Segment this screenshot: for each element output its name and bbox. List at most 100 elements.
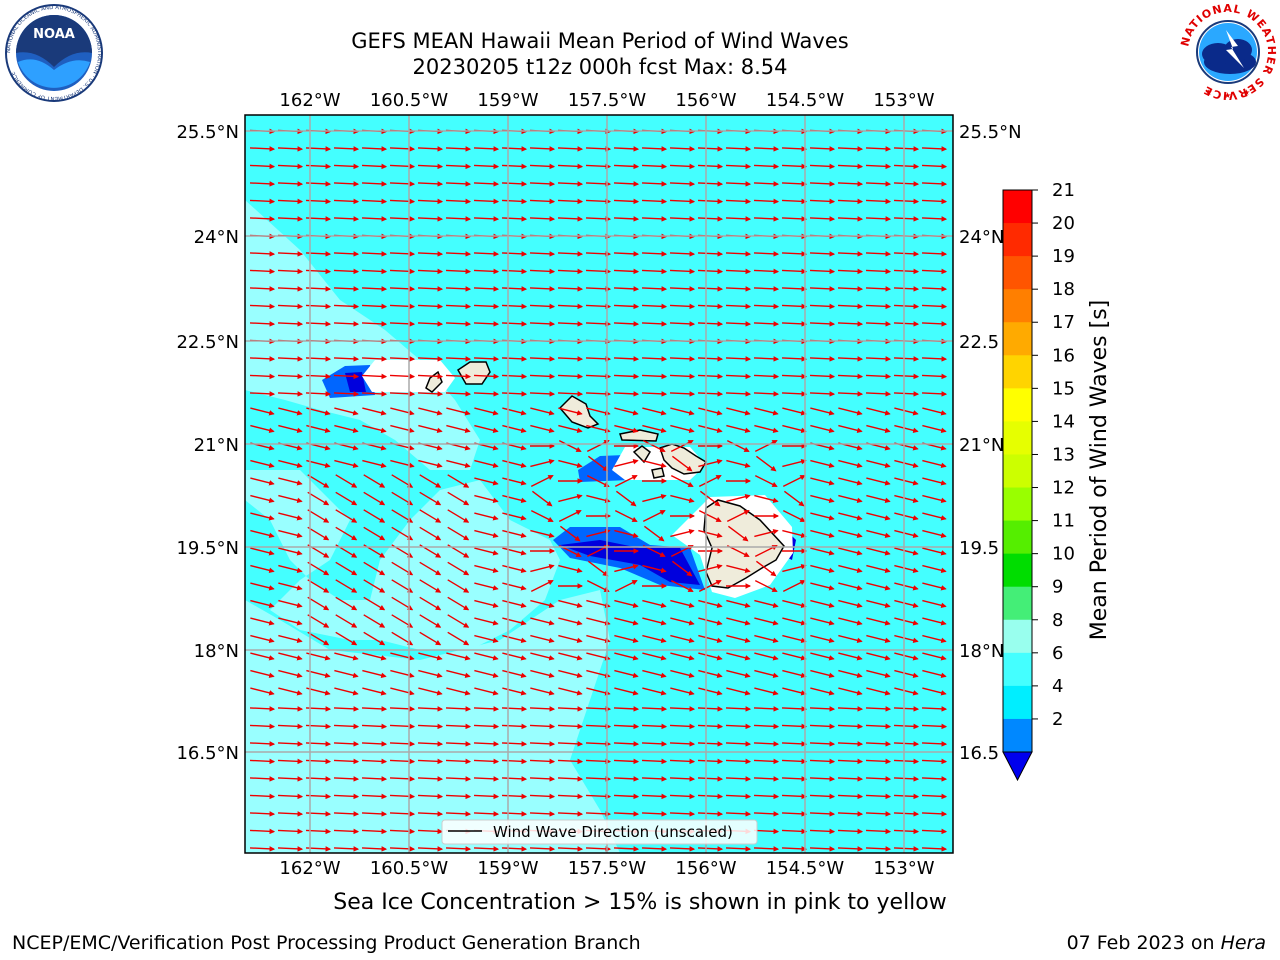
wind-wave-arrow — [529, 793, 556, 800]
colorbar-segment — [1003, 520, 1032, 555]
wind-wave-arrow — [865, 828, 892, 835]
wind-wave-arrow — [446, 407, 471, 416]
wind-wave-arrow — [669, 391, 696, 397]
wind-wave-arrow — [755, 455, 777, 472]
wind-wave-arrow — [615, 490, 637, 507]
wind-wave-arrow — [333, 163, 360, 170]
wind-wave-arrow — [641, 776, 668, 782]
wind-wave-arrow — [250, 424, 275, 434]
wind-wave-arrow — [697, 251, 724, 257]
wind-wave-arrow — [389, 706, 416, 712]
wind-wave-arrow — [893, 303, 920, 310]
wind-wave-arrow — [781, 181, 808, 187]
wind-wave-arrow — [361, 198, 388, 205]
wind-wave-arrow — [586, 669, 611, 679]
wind-wave-arrow — [754, 440, 778, 452]
wind-wave-arrow — [753, 198, 780, 205]
wind-wave-arrow — [474, 424, 499, 434]
wind-wave-arrow — [557, 776, 584, 782]
wind-wave-arrow — [417, 723, 444, 730]
wind-wave-arrow — [921, 268, 948, 275]
wind-wave-arrow — [361, 321, 388, 327]
wind-wave-arrow — [613, 181, 640, 187]
wind-wave-arrow — [335, 614, 358, 628]
wind-wave-arrow — [361, 706, 388, 712]
wind-wave-arrow — [390, 424, 415, 434]
wind-wave-arrow — [641, 163, 668, 170]
wind-wave-arrow — [782, 407, 807, 416]
wind-wave-arrow — [417, 828, 444, 835]
wind-wave-arrow — [585, 251, 612, 257]
wind-wave-arrow — [669, 741, 696, 747]
wind-wave-arrow — [278, 669, 303, 679]
wind-wave-arrow — [445, 811, 472, 817]
wind-wave-arrow — [361, 286, 388, 292]
wind-wave-arrow — [753, 758, 780, 765]
wind-wave-arrow — [390, 652, 415, 661]
wind-wave-arrow — [837, 181, 864, 187]
wind-wave-arrow — [669, 286, 696, 292]
wind-wave-arrow — [250, 652, 275, 661]
wind-wave-arrow — [613, 356, 640, 362]
wind-wave-arrow — [921, 776, 948, 782]
wind-wave-arrow — [754, 599, 779, 609]
wind-wave-arrow — [418, 424, 443, 434]
bottom-lon-label: 157.5°W — [568, 858, 647, 879]
wind-wave-arrow — [921, 198, 948, 205]
wind-wave-arrow — [893, 741, 920, 747]
wind-wave-arrow — [530, 599, 555, 609]
wind-wave-arrow — [866, 529, 891, 539]
wind-wave-arrow — [781, 391, 808, 397]
wind-wave-arrow — [277, 321, 304, 327]
wind-wave-arrow — [781, 776, 808, 782]
wind-wave-arrow — [501, 706, 528, 712]
wind-wave-arrow — [334, 459, 359, 469]
colorbar-tick-label: 9 — [1052, 577, 1063, 598]
wind-wave-arrow — [669, 356, 696, 362]
wind-wave-arrow — [726, 424, 751, 434]
wind-wave-arrow — [585, 741, 612, 747]
wind-wave-arrow — [866, 512, 891, 521]
wind-wave-arrow — [418, 652, 443, 661]
wind-wave-arrow — [614, 563, 639, 573]
wind-wave-arrow — [585, 811, 612, 817]
wind-wave-arrow — [726, 407, 751, 416]
wind-wave-arrow — [445, 373, 472, 380]
wind-wave-arrow — [641, 146, 668, 152]
wind-wave-arrow — [501, 321, 528, 327]
wind-wave-arrow — [390, 407, 415, 416]
wind-wave-arrow — [250, 687, 275, 696]
wind-wave-arrow — [893, 811, 920, 817]
wind-wave-arrow — [473, 723, 500, 730]
wind-wave-arrow — [698, 617, 723, 626]
wind-wave-arrow — [838, 459, 863, 469]
wind-wave-arrow — [445, 776, 472, 782]
wind-wave-arrow — [866, 582, 891, 591]
wind-wave-arrow — [809, 251, 836, 257]
wind-wave-arrow — [447, 526, 470, 541]
wind-wave-arrow — [781, 723, 808, 730]
colorbar-tick-label: 2 — [1052, 709, 1063, 730]
wind-wave-arrow — [249, 373, 276, 380]
colorbar-segment — [1003, 652, 1032, 687]
wind-wave-arrow — [277, 758, 304, 765]
wind-wave-arrow — [781, 356, 808, 362]
wind-wave-arrow — [725, 356, 752, 362]
right-lat-label: 25.5°N — [959, 122, 1022, 143]
wind-wave-arrow — [334, 652, 359, 661]
wind-wave-arrow — [810, 652, 835, 661]
wind-wave-arrow — [838, 529, 863, 539]
wind-wave-arrow — [699, 490, 721, 507]
wind-wave-arrow — [502, 617, 527, 626]
wind-wave-arrow — [810, 687, 835, 696]
wind-wave-arrow — [335, 491, 358, 506]
wind-wave-arrow — [445, 758, 472, 765]
wind-wave-arrow — [530, 634, 555, 644]
wind-wave-arrow — [277, 706, 304, 712]
footer-date-text: 07 Feb 2023 on — [1066, 932, 1221, 954]
wind-wave-arrow — [726, 493, 751, 503]
dark-blue-zone-big-island — [560, 540, 700, 585]
wind-wave-arrow — [473, 811, 500, 817]
wind-wave-arrow — [361, 723, 388, 730]
noaa-logo: NATIONAL OCEANIC AND ATMOSPHERIC ADMINIS… — [5, 4, 103, 102]
